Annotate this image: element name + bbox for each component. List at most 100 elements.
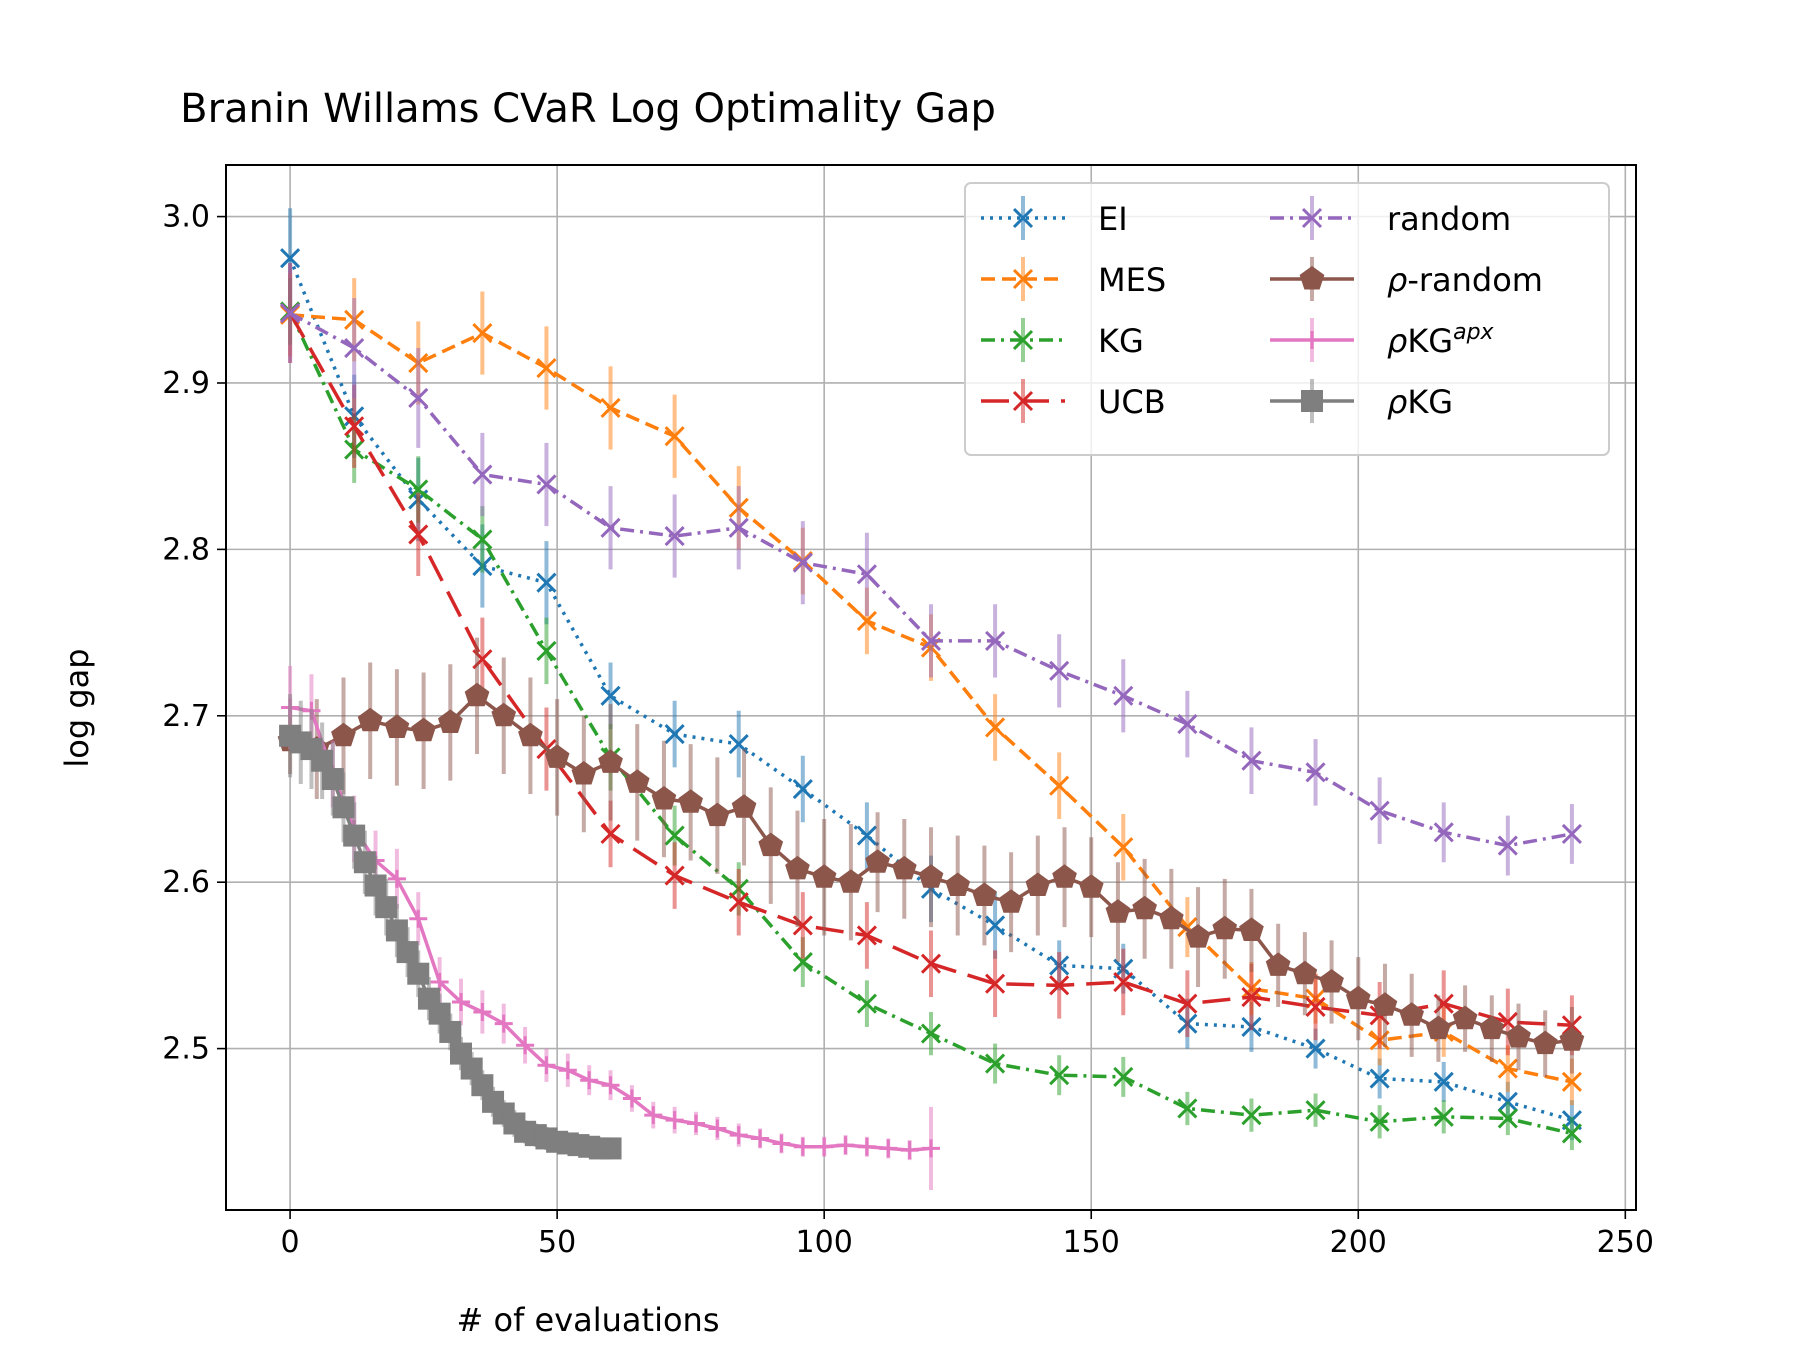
data-point bbox=[396, 941, 419, 964]
data-point bbox=[471, 1074, 494, 1097]
x-tick-label: 250 bbox=[1597, 1225, 1654, 1260]
data-point bbox=[1559, 1027, 1585, 1051]
data-point bbox=[856, 610, 877, 632]
legend-label: ρKG bbox=[1387, 383, 1453, 421]
data-point bbox=[1369, 1111, 1390, 1132]
data-point bbox=[411, 717, 436, 742]
data-point bbox=[331, 722, 356, 747]
data-point bbox=[1305, 762, 1326, 783]
data-point bbox=[364, 874, 387, 897]
legend-marker bbox=[1012, 268, 1034, 290]
data-point bbox=[664, 526, 685, 547]
data-point bbox=[985, 630, 1006, 651]
data-point bbox=[836, 1136, 855, 1155]
data-point bbox=[460, 1057, 483, 1080]
data-point bbox=[1433, 1071, 1454, 1092]
data-point bbox=[408, 479, 429, 500]
data-point bbox=[664, 426, 685, 447]
legend-item-rho-random-5: ρ-random bbox=[1270, 257, 1543, 301]
data-point bbox=[793, 1137, 812, 1156]
data-point bbox=[1497, 835, 1518, 856]
data-point bbox=[985, 915, 1006, 936]
data-point bbox=[728, 892, 749, 913]
data-point bbox=[1561, 1123, 1582, 1144]
data-point bbox=[1239, 917, 1264, 941]
plot-frame bbox=[225, 164, 1637, 1211]
legend-label: EI bbox=[1098, 200, 1128, 238]
data-point bbox=[920, 953, 942, 974]
data-point bbox=[1113, 685, 1134, 706]
y-tick-label: 2.9 bbox=[162, 366, 210, 401]
data-point bbox=[1372, 992, 1398, 1016]
data-point bbox=[1561, 823, 1582, 844]
data-point bbox=[472, 464, 493, 485]
data-point bbox=[409, 909, 428, 928]
x-tick-label: 100 bbox=[796, 1225, 853, 1260]
legend-label: random bbox=[1387, 200, 1511, 238]
data-point bbox=[1241, 986, 1262, 1008]
data-point bbox=[536, 357, 557, 379]
data-point bbox=[664, 724, 685, 745]
data-point bbox=[439, 1020, 462, 1043]
data-point bbox=[687, 1114, 705, 1133]
data-point bbox=[1369, 1068, 1390, 1089]
data-point bbox=[664, 825, 685, 846]
y-tick-label: 2.7 bbox=[162, 699, 210, 734]
data-point bbox=[651, 786, 677, 810]
data-point bbox=[918, 864, 944, 888]
data-point bbox=[1049, 1065, 1070, 1086]
legend-item-random-4: random bbox=[1270, 196, 1511, 240]
data-point bbox=[1241, 750, 1262, 771]
data-point bbox=[1319, 969, 1344, 993]
data-point bbox=[865, 849, 890, 873]
legend-item-rhokg-apx-6: ρKGapx bbox=[1270, 318, 1495, 362]
data-point bbox=[1241, 1105, 1262, 1126]
data-point bbox=[580, 1071, 599, 1090]
data-point bbox=[357, 707, 383, 732]
data-point bbox=[856, 564, 877, 585]
legend-item-kg-2: KG bbox=[981, 318, 1144, 362]
series-rhokg-7 bbox=[279, 694, 622, 1160]
data-point bbox=[344, 337, 365, 359]
data-point bbox=[1113, 837, 1134, 858]
data-point bbox=[536, 474, 557, 495]
data-point bbox=[321, 768, 344, 791]
data-point bbox=[600, 397, 621, 419]
data-point bbox=[815, 1137, 834, 1156]
data-point bbox=[452, 992, 470, 1011]
data-point bbox=[644, 1106, 663, 1125]
data-point bbox=[1506, 1023, 1531, 1048]
x-axis-label: # of evaluations bbox=[457, 1301, 720, 1339]
data-point bbox=[343, 824, 366, 847]
data-point bbox=[1532, 1030, 1558, 1055]
data-point bbox=[1265, 952, 1291, 976]
data-point bbox=[1177, 1098, 1198, 1119]
data-point bbox=[1426, 1015, 1451, 1040]
data-point bbox=[728, 517, 749, 538]
data-point bbox=[384, 714, 410, 738]
x-tick-label: 200 bbox=[1330, 1225, 1387, 1260]
legend-marker bbox=[1301, 207, 1323, 229]
data-point bbox=[729, 1126, 748, 1145]
x-tick-label: 50 bbox=[538, 1225, 576, 1260]
data-point bbox=[972, 882, 997, 906]
data-point bbox=[1433, 1106, 1454, 1127]
series-rho-random-5 bbox=[277, 637, 1585, 1077]
data-point bbox=[464, 682, 490, 707]
data-point bbox=[332, 796, 355, 819]
legend-marker bbox=[1299, 266, 1325, 290]
data-point bbox=[1305, 1100, 1326, 1121]
data-point bbox=[311, 749, 334, 772]
data-point bbox=[280, 248, 301, 269]
data-point bbox=[1561, 1071, 1582, 1092]
legend-label: UCB bbox=[1098, 383, 1166, 421]
data-point bbox=[472, 529, 493, 550]
legend-label: ρ-random bbox=[1387, 261, 1543, 299]
data-point bbox=[811, 864, 837, 888]
data-point bbox=[678, 789, 703, 813]
data-point bbox=[664, 865, 685, 886]
data-point bbox=[408, 524, 429, 545]
data-point bbox=[516, 1036, 535, 1055]
data-point bbox=[494, 1014, 513, 1033]
